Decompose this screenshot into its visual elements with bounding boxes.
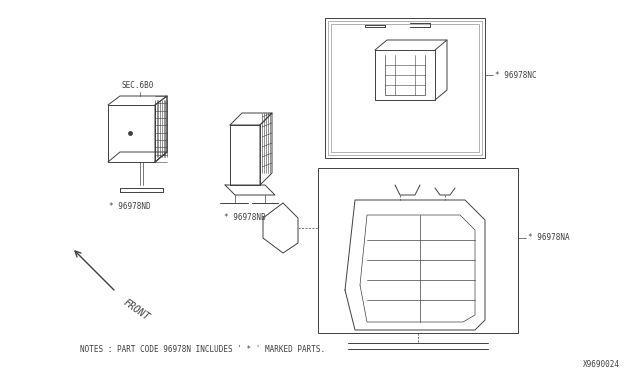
- Bar: [318, 168, 518, 333]
- Text: NOTES : PART CODE 96978N INCLUDES ' * ' MARKED PARTS.: NOTES : PART CODE 96978N INCLUDES ' * ' …: [80, 345, 325, 354]
- Text: SEC.6B0: SEC.6B0: [122, 81, 154, 90]
- Bar: [331, 24, 479, 152]
- Text: * 96978ND: * 96978ND: [109, 202, 151, 211]
- Text: * 96978NC: * 96978NC: [495, 71, 536, 80]
- Text: * 96978NA: * 96978NA: [528, 234, 570, 243]
- Bar: [325, 18, 485, 158]
- Text: * 96978NB: * 96978NB: [224, 213, 266, 222]
- Text: FRONT: FRONT: [121, 297, 151, 322]
- Bar: [328, 21, 482, 155]
- Text: X9690024: X9690024: [583, 360, 620, 369]
